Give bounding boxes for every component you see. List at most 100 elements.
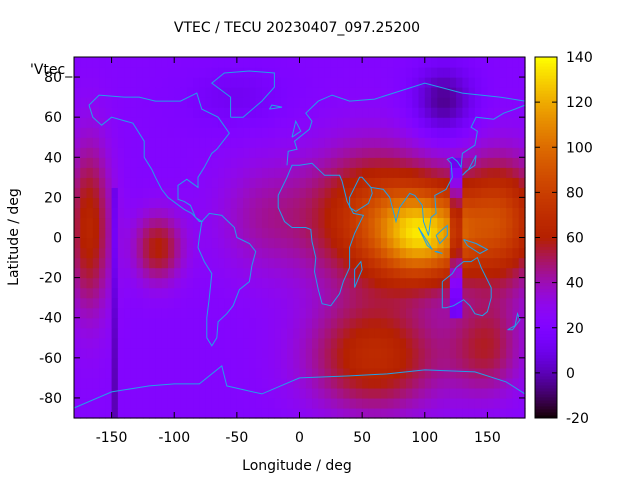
heatmap-cell [518,257,526,269]
heatmap-cell [512,357,520,369]
heatmap-cell [355,137,363,148]
heatmap-cell [312,237,319,249]
heatmap-cell [211,317,219,329]
heatmap-cell [481,57,489,68]
heatmap-cell [324,187,332,198]
heatmap-cell [92,257,100,269]
heatmap-cell [355,97,363,108]
heatmap-cell [186,117,194,128]
heatmap-cell [211,377,219,389]
heatmap-cell [368,147,376,158]
heatmap-cell [431,277,438,289]
heatmap-cell [387,397,395,409]
heatmap-cell [518,157,526,168]
heatmap-cell [380,77,388,88]
heatmap-cell [449,377,457,389]
heatmap-cell [312,117,319,128]
heatmap-cell [218,237,225,249]
heatmap-cell [180,167,188,178]
heatmap-cell [412,217,420,229]
heatmap-cell [312,127,319,138]
heatmap-cell [186,57,194,68]
heatmap-cell [280,357,288,369]
heatmap-cell [431,177,438,188]
heatmap-cell [318,87,326,98]
heatmap-cell [86,227,94,239]
heatmap-cell [249,387,257,399]
heatmap-cell [255,277,263,289]
heatmap-cell [312,387,319,399]
heatmap-cell [437,137,445,148]
heatmap-cell [268,387,276,399]
heatmap-cell [243,367,250,379]
heatmap-cell [349,177,357,188]
heatmap-cell [468,247,476,259]
heatmap-cell [117,397,125,409]
heatmap-cell [493,227,501,239]
heatmap-cell [155,297,163,309]
heatmap-cell [167,267,175,279]
heatmap-cell [293,207,301,219]
heatmap-cell [431,337,438,349]
heatmap-cell [280,117,288,128]
heatmap-cell [199,327,207,339]
heatmap-cell [180,157,188,168]
heatmap-cell [86,197,94,209]
heatmap-cell [418,97,426,108]
heatmap-cell [86,367,94,379]
heatmap-cell [99,97,106,108]
heatmap-cell [380,297,388,309]
heatmap-cell [412,337,420,349]
heatmap-cell [355,167,363,178]
heatmap-cell [224,87,232,98]
heatmap-cell [167,107,175,118]
heatmap-cell [512,97,520,108]
heatmap-cell [249,217,257,229]
colorbar-step [535,168,557,172]
heatmap-cell [299,127,307,138]
heatmap-cell [512,307,520,319]
colorbar-step [535,384,557,389]
heatmap-cell [99,67,106,78]
heatmap-cell [174,167,182,178]
heatmap-cell [380,287,388,299]
heatmap-cell [424,187,432,198]
heatmap-cell [474,217,482,229]
coastline [286,82,526,166]
heatmap-cell [124,187,131,198]
heatmap-cell [512,247,520,259]
heatmap-cell [312,67,319,78]
heatmap-cell [99,237,106,249]
heatmap-cell [368,287,376,299]
heatmap-cell [318,77,326,88]
heatmap-cell [405,77,413,88]
heatmap-cell [299,397,307,409]
heatmap-cell [218,207,225,219]
colorbar-step [535,138,557,142]
heatmap-cell [236,397,244,409]
heatmap-cell [124,257,131,269]
heatmap-cell [312,357,319,369]
heatmap-cell [481,407,489,419]
heatmap-cell [343,107,351,118]
x-tick-label: 150 [474,430,501,446]
heatmap-cell [418,197,426,209]
heatmap-cell [412,127,420,138]
heatmap-cell [193,167,200,178]
heatmap-cell [405,407,413,419]
heatmap-cell [230,127,238,138]
heatmap-cell [111,247,119,259]
heatmap-cell [249,227,257,239]
heatmap-cell [243,277,250,289]
heatmap-cell [318,127,326,138]
colorbar-step [535,75,557,79]
heatmap-cell [92,407,100,419]
heatmap-cell [111,117,119,128]
heatmap-cell [193,67,200,78]
heatmap-cell [374,347,382,359]
heatmap-cell [374,407,382,419]
heatmap-cell [305,407,313,419]
heatmap-cell [518,237,526,249]
heatmap-cell [337,267,344,279]
heatmap-cell [474,287,482,299]
